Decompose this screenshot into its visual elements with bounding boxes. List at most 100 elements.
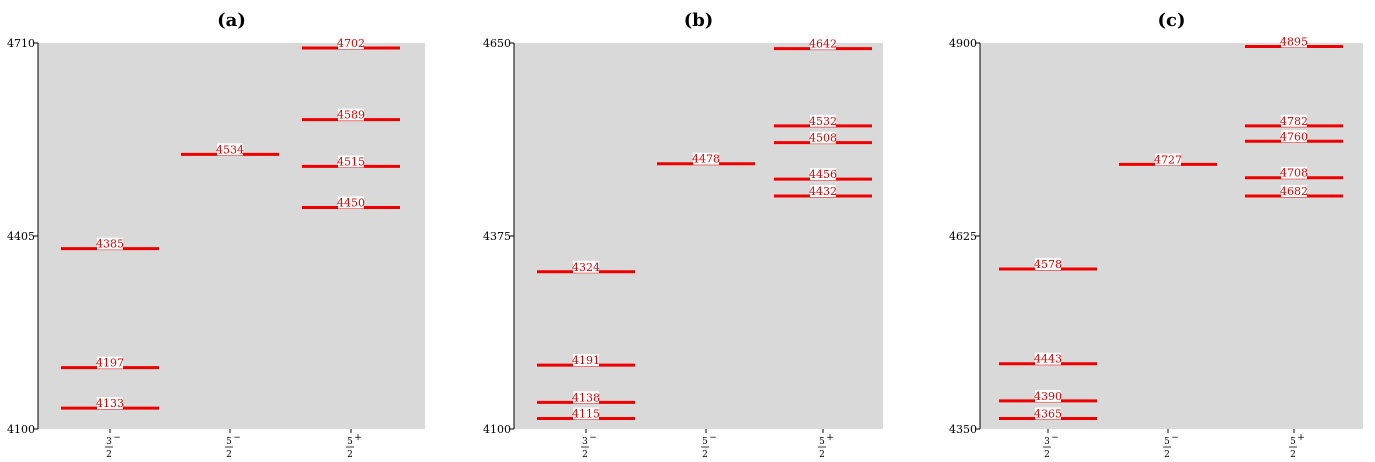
- energy-level-label-bg: [1035, 389, 1061, 402]
- energy-level-label-bg: [97, 356, 123, 369]
- chart-title: (c): [1158, 10, 1186, 31]
- energy-level-label: 4432: [809, 185, 837, 198]
- energy-level-label-bg: [338, 196, 364, 209]
- x-tick-numerator: 5: [226, 437, 232, 447]
- x-tick-denominator: 2: [582, 450, 588, 460]
- x-tick-label: 5 2+: [346, 433, 362, 460]
- energy-level-label-bg: [810, 131, 836, 144]
- x-tick-parity: −: [113, 433, 121, 443]
- energy-level-label: 4534: [216, 143, 244, 156]
- energy-level-label-bg: [573, 391, 599, 404]
- x-tick-label: 3 2−: [105, 433, 121, 460]
- x-tick-parity: −: [589, 433, 597, 443]
- energy-level-label-bg: [97, 237, 123, 250]
- energy-level-label: 4508: [809, 132, 837, 145]
- energy-level-label-bg: [1281, 114, 1307, 127]
- chart-title: (b): [684, 10, 714, 31]
- energy-level-label: 4782: [1280, 115, 1308, 128]
- x-tick-denominator: 2: [106, 450, 112, 460]
- energy-level-label: 4727: [1154, 153, 1182, 166]
- energy-level-label: 4191: [572, 354, 600, 367]
- x-tick-numerator: 5: [1164, 437, 1170, 447]
- x-tick-parity: −: [1051, 433, 1059, 443]
- plot-background: [980, 43, 1363, 429]
- energy-level-label-bg: [573, 260, 599, 273]
- x-tick-parity: −: [233, 433, 241, 443]
- energy-level-label-bg: [1035, 257, 1061, 270]
- energy-level-label-bg: [693, 152, 719, 165]
- x-tick-numerator: 5: [702, 437, 708, 447]
- energy-level-label: 4682: [1280, 185, 1308, 198]
- panel-a: (a) 4100 4405 4710 3 2−5 2−5 2 +4385 4197 4133 4534…: [0, 0, 458, 462]
- energy-level-label-bg: [1155, 153, 1181, 166]
- x-tick-parity: +: [826, 433, 834, 443]
- y-tick-label: 4650: [483, 37, 511, 50]
- energy-level-label-bg: [338, 37, 364, 50]
- x-tick-label: 5 2+: [1289, 433, 1305, 460]
- energy-level-label-bg: [338, 108, 364, 121]
- energy-level-label: 4589: [337, 109, 365, 122]
- energy-level-label: 4895: [1280, 36, 1308, 49]
- energy-level-label: 4456: [809, 168, 837, 181]
- energy-level-label-bg: [1035, 352, 1061, 365]
- energy-level-label-bg: [810, 37, 836, 50]
- x-tick-parity: +: [1297, 433, 1305, 443]
- energy-level-label: 4138: [572, 391, 600, 404]
- energy-level-label: 4443: [1034, 353, 1062, 366]
- x-tick-denominator: 2: [1290, 450, 1296, 460]
- y-tick-label: 4100: [7, 423, 35, 436]
- plot-background: [514, 43, 883, 429]
- energy-level-label-bg: [1035, 407, 1061, 420]
- energy-level-label: 4702: [337, 37, 365, 50]
- energy-level-label: 4390: [1034, 390, 1062, 403]
- energy-level-label-bg: [1281, 35, 1307, 48]
- energy-level-label: 4450: [337, 197, 365, 210]
- energy-level-label-bg: [810, 184, 836, 197]
- y-tick-label: 4900: [949, 37, 977, 50]
- x-tick-label: 5 2−: [1163, 433, 1179, 460]
- x-tick-denominator: 2: [819, 450, 825, 460]
- y-tick-label: 4710: [7, 37, 35, 50]
- x-tick-numerator: 5: [819, 437, 825, 447]
- energy-level-label-bg: [810, 114, 836, 127]
- panel-b: (b) 4100 4375 4650 3 2−5 2−5 2 +4324 4191 4138 4115…: [458, 0, 916, 462]
- energy-level-label: 4324: [572, 261, 600, 274]
- x-tick-label: 5 2−: [701, 433, 717, 460]
- energy-level-label: 4385: [96, 238, 124, 251]
- energy-level-label: 4708: [1280, 167, 1308, 180]
- x-tick-denominator: 2: [1044, 450, 1050, 460]
- x-tick-denominator: 2: [347, 450, 353, 460]
- energy-level-label-bg: [1281, 166, 1307, 179]
- x-tick-numerator: 5: [1290, 437, 1296, 447]
- x-tick-denominator: 2: [1164, 450, 1170, 460]
- y-tick-label: 4625: [949, 230, 977, 243]
- y-tick-label: 4375: [483, 230, 511, 243]
- energy-level-label: 4578: [1034, 258, 1062, 271]
- chart-title: (a): [217, 10, 246, 31]
- x-tick-numerator: 3: [1044, 437, 1050, 447]
- energy-level-label-bg: [338, 155, 364, 168]
- energy-level-label: 4532: [809, 115, 837, 128]
- energy-level-label: 4115: [572, 407, 600, 420]
- y-tick-label: 4100: [483, 423, 511, 436]
- x-tick-label: 5 2+: [818, 433, 834, 460]
- x-tick-parity: −: [709, 433, 717, 443]
- x-tick-numerator: 3: [106, 437, 112, 447]
- energy-level-label: 4642: [809, 38, 837, 51]
- x-tick-numerator: 5: [347, 437, 353, 447]
- energy-level-label: 4760: [1280, 130, 1308, 143]
- energy-level-label: 4515: [337, 155, 365, 168]
- panel-c: (c) 4350 4625 4900 3 2−5 2−5 2 +4578 4443 4390 4365…: [916, 0, 1375, 462]
- x-tick-label: 3 2−: [581, 433, 597, 460]
- x-tick-parity: −: [1171, 433, 1179, 443]
- energy-level-label-bg: [217, 143, 243, 156]
- x-tick-denominator: 2: [702, 450, 708, 460]
- energy-level-label-bg: [1281, 130, 1307, 143]
- energy-level-label: 4365: [1034, 407, 1062, 420]
- x-tick-label: 3 2−: [1043, 433, 1059, 460]
- plot-background: [38, 43, 425, 429]
- x-tick-parity: +: [354, 433, 362, 443]
